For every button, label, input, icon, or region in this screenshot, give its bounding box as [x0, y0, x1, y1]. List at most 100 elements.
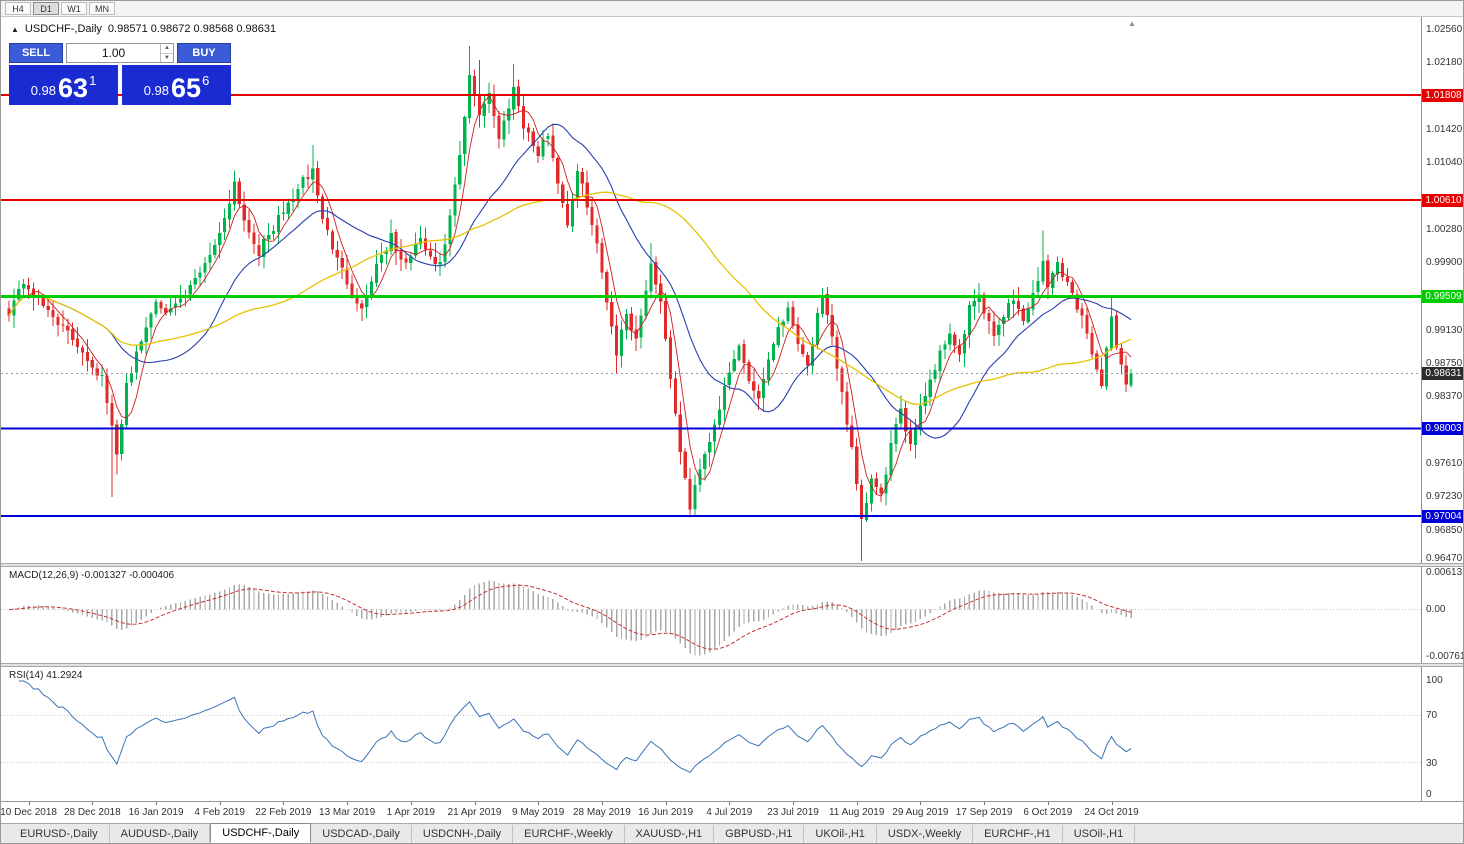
candlestick-series [7, 45, 1133, 561]
price-axis-label: 0.96470 [1426, 553, 1463, 563]
chart-tab-bar: EURUSD-,Daily AUDUSD-,Daily USDCHF-,Daily U… [1, 823, 1463, 843]
price-tag: 1.01808 [1422, 88, 1463, 102]
chart-tab-xauusd[interactable]: XAUUSD-,H1 [625, 825, 715, 843]
time-axis-tick [538, 802, 540, 805]
time-axis[interactable]: 10 Dec 2018 28 Dec 2018 16 Jan 2019 4 Feb 2… [1, 801, 1463, 823]
price-chart-panel[interactable]: ▲ USDCHF-,Daily 0.98571 0.98672 0.98568 … [1, 17, 1463, 563]
macd-axis-border [1421, 567, 1422, 663]
date-label: 17 Sep 2019 [955, 807, 1013, 818]
macd-axis-label: 0.00613 [1426, 567, 1463, 578]
volume-input[interactable]: 1.00 ▲ ▼ [66, 43, 174, 63]
time-axis-tick [1111, 802, 1113, 805]
chart-ohlc-values: 0.98571 0.98672 0.98568 0.98631 [107, 23, 277, 35]
price-axis-label: 0.97230 [1426, 491, 1463, 503]
time-axis-tick [410, 802, 412, 805]
timeframe-button-h4[interactable]: H4 [5, 2, 31, 15]
time-axis-tick [1047, 802, 1049, 805]
date-label: 13 Mar 2019 [319, 807, 376, 818]
timeframe-button-mn[interactable]: MN [89, 2, 115, 15]
chart-tab-usdcnh[interactable]: USDCNH-,Daily [412, 825, 514, 843]
panel-splitter[interactable] [1, 663, 1463, 667]
volume-increment-button[interactable]: ▲ [161, 44, 173, 54]
chart-tab-usoil[interactable]: USOil-,H1 [1063, 825, 1136, 843]
price-axis-label: 1.01040 [1426, 157, 1463, 169]
timeframe-button-d1[interactable]: D1 [33, 2, 59, 15]
buy-button[interactable]: BUY [177, 43, 231, 63]
time-axis-tick [793, 802, 794, 805]
sell-price-base: 0.98 [30, 83, 57, 98]
rsi-axis-label: 30 [1426, 757, 1438, 769]
rsi-axis-border [1421, 667, 1422, 801]
date-label: 1 Apr 2019 [386, 807, 435, 818]
one-click-toggle-icon[interactable]: ▲ [11, 25, 19, 34]
buy-price-sup: 6 [202, 73, 210, 88]
chart-tab-usdcad[interactable]: USDCAD-,Daily [311, 825, 412, 843]
buy-price-big: 65 [171, 73, 202, 104]
macd-indicator-panel[interactable]: MACD(12,26,9) -0.001327 -0.000406 0.0061… [1, 567, 1463, 663]
rsi-axis-label: 100 [1426, 675, 1443, 686]
chart-title: ▲ USDCHF-,Daily 0.98571 0.98672 0.98568 … [11, 23, 276, 35]
chart-shift-marker-icon[interactable]: ▲ [1128, 19, 1137, 28]
chart-tab-audusd[interactable]: AUDUSD-,Daily [110, 825, 211, 843]
chart-tab-usdchf[interactable]: USDCHF-,Daily [210, 823, 312, 843]
moving-average-line-21 [8, 123, 1132, 439]
date-label: 23 Jul 2019 [767, 807, 819, 818]
rsi-canvas[interactable] [1, 667, 1463, 801]
price-tag: 0.98003 [1422, 422, 1463, 436]
buy-price[interactable]: 0.98 65 6 [122, 65, 231, 105]
moving-average-line-50 [8, 191, 1132, 405]
time-axis-tick [347, 802, 349, 805]
timeframe-button-w1[interactable]: W1 [61, 2, 87, 15]
date-label: 22 Feb 2019 [255, 807, 312, 818]
rsi-axis-label: 0 [1426, 789, 1432, 800]
time-axis-tick [920, 802, 922, 805]
rsi-line [18, 680, 1132, 774]
macd-axis-label: 0.00 [1426, 604, 1446, 616]
macd-canvas[interactable] [1, 567, 1463, 663]
rsi-label: RSI(14) 41.2924 [9, 670, 83, 681]
date-label: 11 Aug 2019 [828, 807, 885, 818]
sell-price[interactable]: 0.98 63 1 [9, 65, 118, 105]
price-axis-label: 0.99130 [1426, 324, 1463, 336]
price-tag: 0.97004 [1422, 509, 1463, 523]
price-axis-label: 0.96850 [1426, 524, 1463, 536]
one-click-trade-panel: SELL 1.00 ▲ ▼ BUY 0.98 63 1 0.98 [9, 43, 231, 105]
date-label: 16 Jun 2019 [638, 807, 694, 818]
chart-tab-eurusd[interactable]: EURUSD-,Daily [9, 825, 110, 843]
price-chart-canvas[interactable] [1, 17, 1463, 563]
price-tag: 0.99509 [1422, 290, 1463, 304]
time-axis-tick [92, 802, 94, 805]
buy-price-base: 0.98 [143, 83, 170, 98]
chart-tab-gbpusd[interactable]: GBPUSD-,H1 [714, 825, 805, 843]
date-label: 16 Jan 2019 [128, 807, 184, 818]
macd-signal-line [8, 584, 1132, 650]
chart-tab-ukoil[interactable]: UKOil-,H1 [804, 825, 877, 843]
chart-tab-usdx[interactable]: USDX-,Weekly [877, 825, 974, 843]
time-axis-tick [729, 802, 731, 805]
rsi-axis-label: 70 [1426, 710, 1438, 722]
date-label: 9 May 2019 [512, 807, 565, 818]
time-axis-tick [665, 802, 667, 805]
price-axis-label: 0.98370 [1426, 391, 1463, 403]
price-axis-label: 1.01420 [1426, 124, 1463, 136]
date-label: 28 May 2019 [572, 807, 631, 818]
date-label: 24 Oct 2019 [1084, 807, 1139, 818]
time-axis-tick [156, 802, 157, 805]
volume-decrement-button[interactable]: ▼ [164, 54, 170, 61]
horizontal-level-lines [1, 94, 1421, 518]
time-axis-tick [984, 802, 986, 805]
chart-tab-eurchf[interactable]: EURCHF-,H1 [973, 825, 1063, 843]
macd-histogram [13, 580, 1132, 656]
sell-button[interactable]: SELL [9, 43, 63, 63]
rsi-indicator-panel[interactable]: RSI(14) 41.2924 100 70 30 0 [1, 667, 1463, 801]
volume-value[interactable]: 1.00 [101, 46, 126, 60]
sell-price-sup: 1 [89, 73, 97, 88]
moving-average-line-5 [8, 95, 1132, 497]
time-axis-tick [28, 802, 30, 805]
date-label: 6 Oct 2019 [1023, 807, 1073, 818]
sell-price-big: 63 [58, 73, 89, 104]
chart-tab-eurchf[interactable]: EURCHF-,Weekly [513, 825, 625, 843]
panel-splitter[interactable] [1, 563, 1463, 567]
macd-axis-label: -0.007612 [1426, 651, 1463, 662]
